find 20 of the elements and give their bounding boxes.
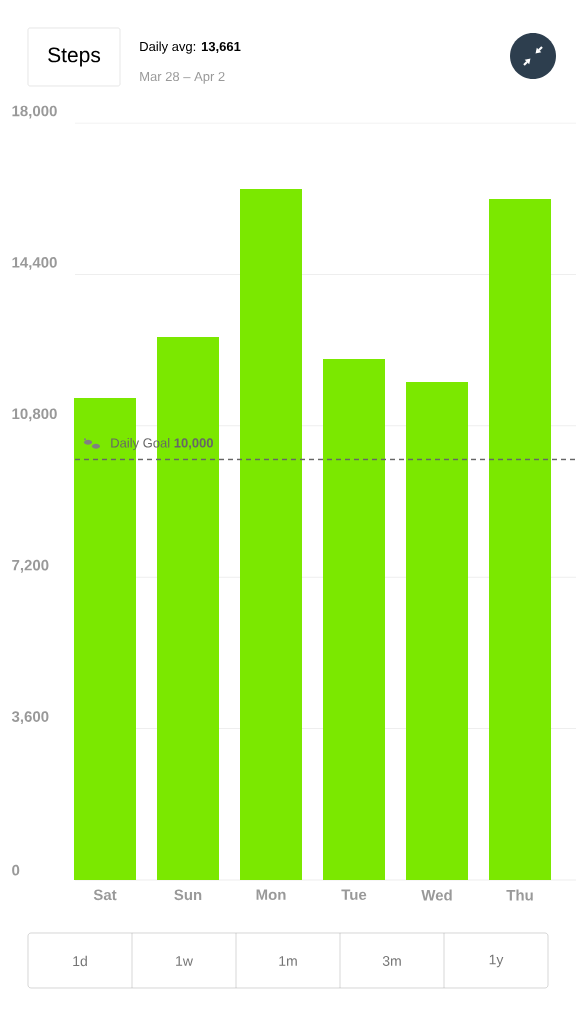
y-tick-label: 0 — [12, 864, 20, 876]
x-tick-label: Mon — [256, 889, 286, 900]
chart-title: Steps — [48, 47, 101, 67]
chart-subtitle: Daily avg: 13,661 — [140, 41, 241, 54]
x-tick-label: Wed — [421, 889, 452, 901]
text: 1y — [489, 954, 504, 968]
x-tick-label: Sat — [93, 889, 117, 901]
x-tick-label: Sun — [174, 889, 202, 901]
text: 1w — [176, 956, 193, 966]
x-tick-label: Tue — [341, 889, 367, 900]
text: 3m — [382, 956, 401, 966]
y-tick-label: 3,600 — [11, 711, 49, 725]
y-tick-label: 10,800 — [12, 408, 57, 422]
text: 1m — [279, 956, 297, 966]
y-tick-label: 7,200 — [12, 559, 49, 573]
y-tick-label: 18,000 — [12, 105, 57, 119]
text: Mar 28 – Apr 2 — [140, 71, 225, 84]
y-tick-label: 14,400 — [12, 257, 57, 270]
text: 1d — [73, 955, 87, 967]
x-tick-label: Thu — [506, 889, 533, 901]
